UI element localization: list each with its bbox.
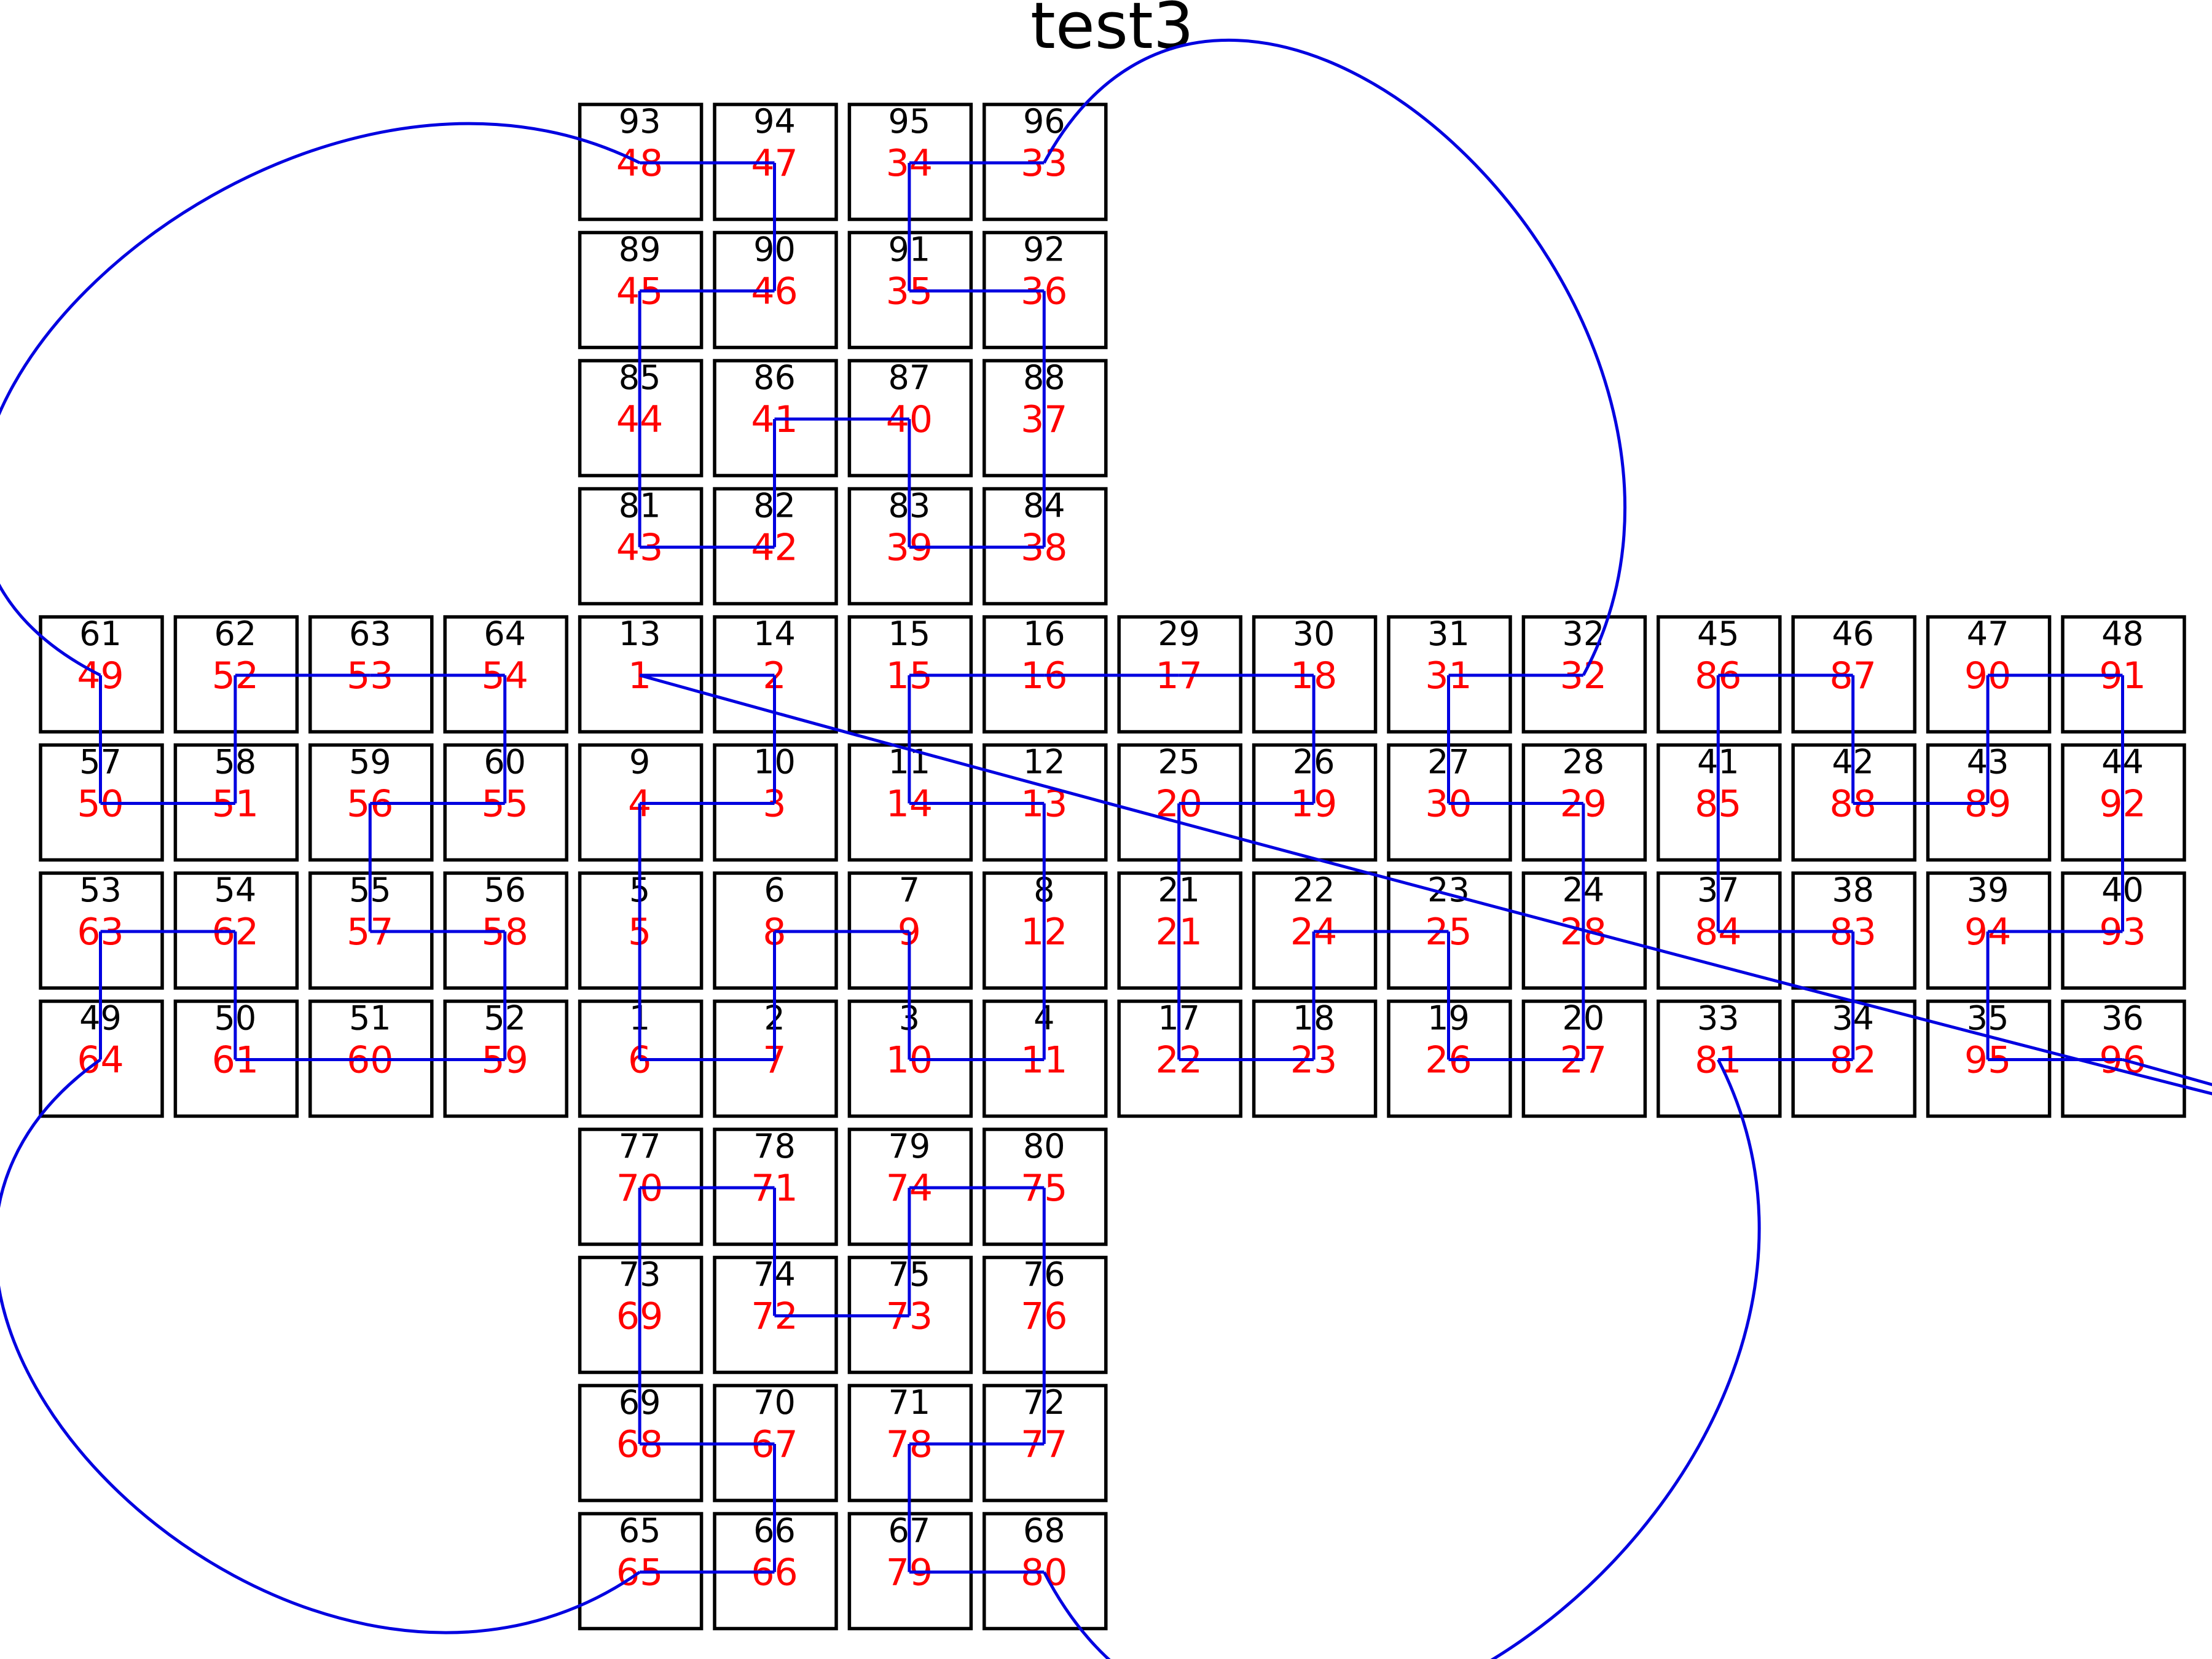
cell-id-label: 39 bbox=[1967, 871, 2009, 909]
cell-id-label: 86 bbox=[753, 358, 796, 397]
cell-id-label: 96 bbox=[1023, 102, 1065, 141]
cell-id-label: 33 bbox=[1697, 999, 1739, 1038]
route-segment bbox=[0, 122, 641, 677]
cell-id-label: 70 bbox=[753, 1383, 796, 1422]
cell-id-label: 93 bbox=[619, 102, 661, 141]
cell-id-label: 38 bbox=[1832, 871, 1874, 909]
cell-id-label: 25 bbox=[1158, 743, 1200, 782]
cell-id-label: 53 bbox=[79, 871, 122, 909]
cell-id-label: 12 bbox=[1023, 743, 1065, 782]
cell-id-label: 71 bbox=[888, 1383, 931, 1422]
route-segment bbox=[0, 1058, 641, 1634]
cell-id-label: 78 bbox=[753, 1127, 796, 1166]
cell-id-label: 56 bbox=[484, 871, 526, 909]
cell-id-label: 68 bbox=[1023, 1512, 1065, 1550]
route-segment bbox=[1043, 1059, 1761, 1659]
cell-id-label: 28 bbox=[1563, 743, 1605, 782]
cell-id-label: 64 bbox=[484, 614, 526, 653]
cell-id-label: 77 bbox=[619, 1127, 661, 1166]
cell-id-label: 29 bbox=[1158, 614, 1200, 653]
cell: 131 bbox=[578, 614, 704, 734]
cell-id-label: 48 bbox=[2101, 614, 2144, 653]
route-segment bbox=[1043, 38, 1626, 677]
cell-id-label: 15 bbox=[888, 614, 931, 653]
cell-id-label: 92 bbox=[1023, 230, 1065, 269]
cell-id-label: 61 bbox=[79, 614, 122, 653]
cell-id-label: 65 bbox=[619, 1512, 661, 1550]
route-segment bbox=[639, 673, 2212, 1096]
cell-id-label: 6 bbox=[764, 871, 785, 909]
cell-id-label: 87 bbox=[888, 358, 931, 397]
cell-id-label: 13 bbox=[619, 614, 661, 653]
cell-grid: 9348944795349633894590469135923685448641… bbox=[39, 102, 2186, 1631]
cell-id-label: 22 bbox=[1293, 871, 1335, 909]
cell-id-label: 31 bbox=[1427, 614, 1470, 653]
cell-id-label: 36 bbox=[2101, 999, 2144, 1038]
cell-id-label: 63 bbox=[349, 614, 391, 653]
cell-id-label: 54 bbox=[214, 871, 257, 909]
cell-id-label: 79 bbox=[888, 1127, 931, 1166]
cell-id-label: 45 bbox=[1697, 614, 1739, 653]
cell-id-label: 80 bbox=[1023, 1127, 1065, 1166]
cell-id-label: 46 bbox=[1832, 614, 1874, 653]
cell-id-label: 47 bbox=[1967, 614, 2009, 653]
cell-id-label: 95 bbox=[888, 102, 931, 141]
route-path bbox=[0, 38, 2212, 1659]
cell-id-label: 30 bbox=[1293, 614, 1335, 653]
cell-id-label: 89 bbox=[619, 230, 661, 269]
cell-id-label: 7 bbox=[899, 871, 920, 909]
cell-id-label: 59 bbox=[349, 743, 391, 782]
cell-id-label: 51 bbox=[349, 999, 391, 1038]
cell-id-label: 62 bbox=[214, 614, 257, 653]
cell-id-label: 14 bbox=[753, 614, 796, 653]
cell-id-label: 16 bbox=[1023, 614, 1065, 653]
cell-id-label: 9 bbox=[629, 743, 650, 782]
diagram-title: test3 bbox=[1030, 0, 1194, 63]
cell-id-label: 94 bbox=[753, 102, 796, 141]
